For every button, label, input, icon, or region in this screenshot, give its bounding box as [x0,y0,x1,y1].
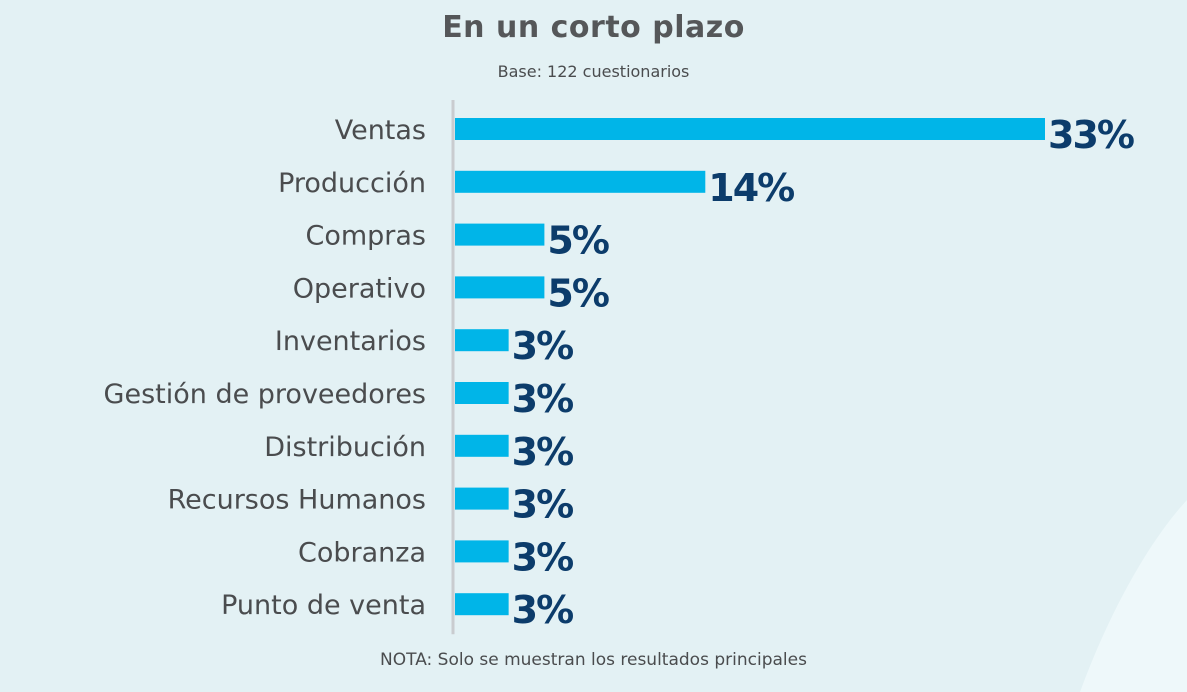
category-label: Punto de venta [221,590,426,621]
category-label: Distribución [264,432,426,463]
category-label: Inventarios [275,326,426,357]
chart-subtitle: Base: 122 cuestionarios [497,62,690,81]
value-label: 3% [512,430,573,474]
value-label: 3% [512,535,573,579]
category-label: Producción [278,168,426,199]
bar [455,118,1045,140]
category-label: Operativo [293,273,426,304]
value-label: 3% [512,377,573,421]
bar [455,382,509,404]
category-label: Ventas [335,115,426,146]
value-label: 3% [512,588,573,632]
value-label: 14% [708,166,794,210]
category-label: Cobranza [298,537,426,568]
bar [455,487,509,510]
category-label: Compras [305,221,426,252]
category-label: Recursos Humanos [168,485,426,516]
value-label: 5% [547,271,608,315]
bar [455,593,509,616]
bar [455,276,545,299]
bar [455,434,509,457]
chart-title: En un corto plazo [442,10,745,45]
category-label: Gestión de proveedores [104,379,426,410]
value-label: 3% [512,483,573,527]
bar [455,540,509,563]
value-label: 3% [512,324,573,368]
value-label: 5% [547,219,608,263]
bar [455,329,509,352]
bar [455,223,545,246]
bar [455,170,706,193]
chart-note: NOTA: Solo se muestran los resultados pr… [380,650,807,670]
value-label: 33% [1048,113,1134,157]
